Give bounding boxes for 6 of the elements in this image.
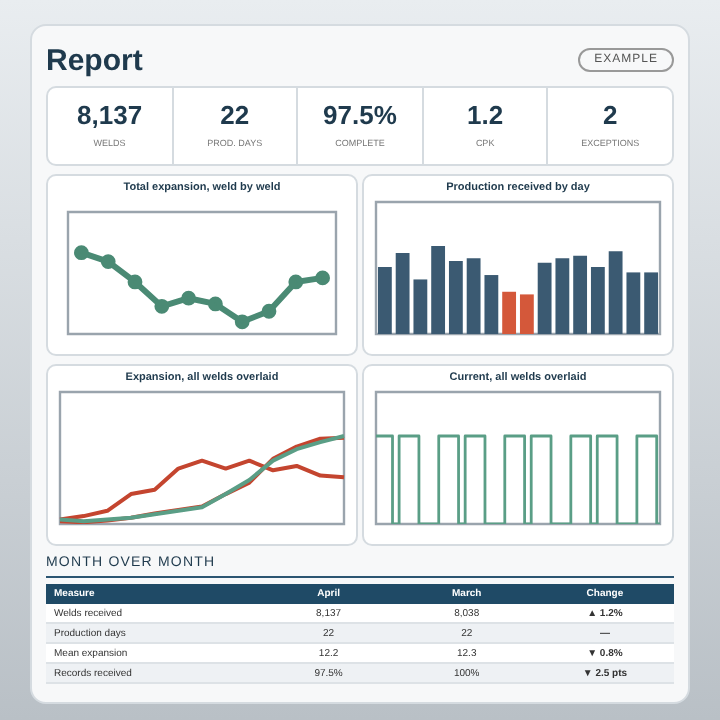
text: Report	[46, 43, 143, 77]
text: 2	[603, 100, 618, 130]
text: 8,137	[77, 100, 143, 130]
text: 1.2	[467, 100, 504, 130]
text: 22	[220, 100, 250, 130]
text: 97.5%	[323, 100, 397, 130]
